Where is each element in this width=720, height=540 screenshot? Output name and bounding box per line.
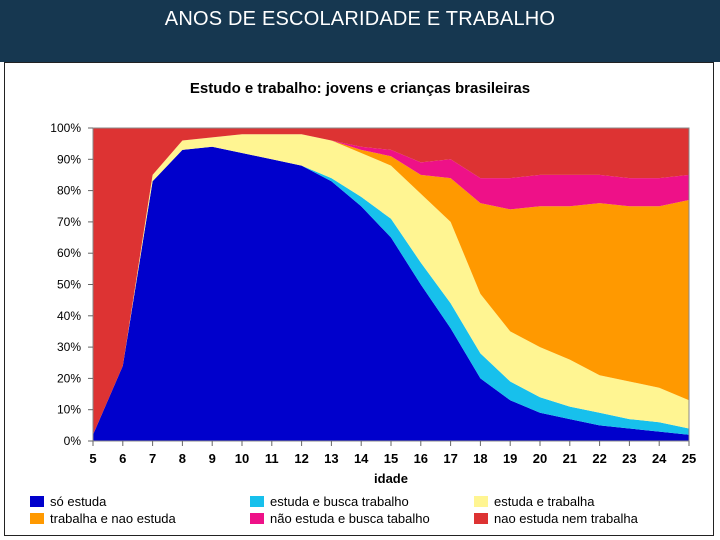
x-tick-label: 21: [563, 451, 577, 466]
header-bar: [0, 0, 720, 62]
x-tick-label: 6: [119, 451, 126, 466]
area-series-1: [93, 146, 689, 442]
y-tick-label: 40%: [57, 309, 81, 323]
y-axis-ticks: 0% 10% 20% 30% 40% 50% 60% 70% 80% 90% 100%: [50, 121, 93, 448]
y-tick-label: 20%: [57, 371, 81, 385]
legend-swatch: [474, 513, 488, 524]
legend-label: só estuda: [50, 494, 107, 509]
x-tick-label: 20: [533, 451, 547, 466]
x-tick-label: 24: [652, 451, 667, 466]
y-tick-label: 10%: [57, 403, 81, 417]
legend-swatch: [30, 496, 44, 507]
x-tick-label: 8: [179, 451, 186, 466]
y-tick-label: 30%: [57, 340, 81, 354]
area-series-4: [93, 134, 689, 435]
slide-title: ANOS DE ESCOLARIDADE E TRABALHO: [164, 8, 556, 30]
legend-label: não estuda e busca tabalho: [270, 511, 430, 526]
area-series-3: [93, 134, 689, 435]
y-tick-label: 100%: [50, 121, 81, 135]
x-tick-label: 18: [473, 451, 487, 466]
legend: só estuda estuda e busca trabalho estuda e…: [30, 494, 639, 526]
x-tick-label: 5: [89, 451, 96, 466]
x-tick-label: 14: [354, 451, 369, 466]
x-axis-ticks: 5 6 7 8 9 10 11 12 13 14 15 16 17 18 19 20 21 22 23 24 25: [89, 441, 696, 466]
x-tick-label: 23: [622, 451, 636, 466]
x-tick-label: 11: [265, 451, 279, 466]
y-tick-label: 50%: [57, 278, 81, 292]
x-tick-label: 9: [209, 451, 216, 466]
y-tick-label: 70%: [57, 215, 81, 229]
x-tick-label: 25: [682, 451, 696, 466]
x-tick-label: 22: [592, 451, 606, 466]
legend-label: trabalha e nao estuda: [50, 511, 177, 526]
x-tick-label: 19: [503, 451, 517, 466]
y-tick-label: 80%: [57, 184, 81, 198]
x-tick-label: 7: [149, 451, 156, 466]
legend-swatch: [250, 513, 264, 524]
x-tick-label: 17: [443, 451, 457, 466]
legend-label: estuda e busca trabalho: [270, 494, 409, 509]
y-tick-label: 60%: [57, 246, 81, 260]
legend-swatch: [250, 496, 264, 507]
chart-title: Estudo e trabalho: jovens e crianças bra…: [190, 80, 530, 97]
x-tick-label: 16: [414, 451, 428, 466]
legend-swatch: [30, 513, 44, 524]
area-layers: [93, 128, 689, 442]
x-axis-label: idade: [374, 471, 408, 486]
x-tick-label: 13: [324, 451, 338, 466]
x-tick-label: 15: [384, 451, 398, 466]
area-series-6: [93, 128, 689, 435]
x-tick-label: 12: [294, 451, 308, 466]
y-tick-label: 90%: [57, 152, 81, 166]
legend-label: nao estuda nem trabalha: [494, 511, 639, 526]
x-tick-label: 10: [235, 451, 249, 466]
y-tick-label: 0%: [64, 434, 82, 448]
legend-label: estuda e trabalha: [494, 494, 595, 509]
legend-swatch: [474, 496, 488, 507]
